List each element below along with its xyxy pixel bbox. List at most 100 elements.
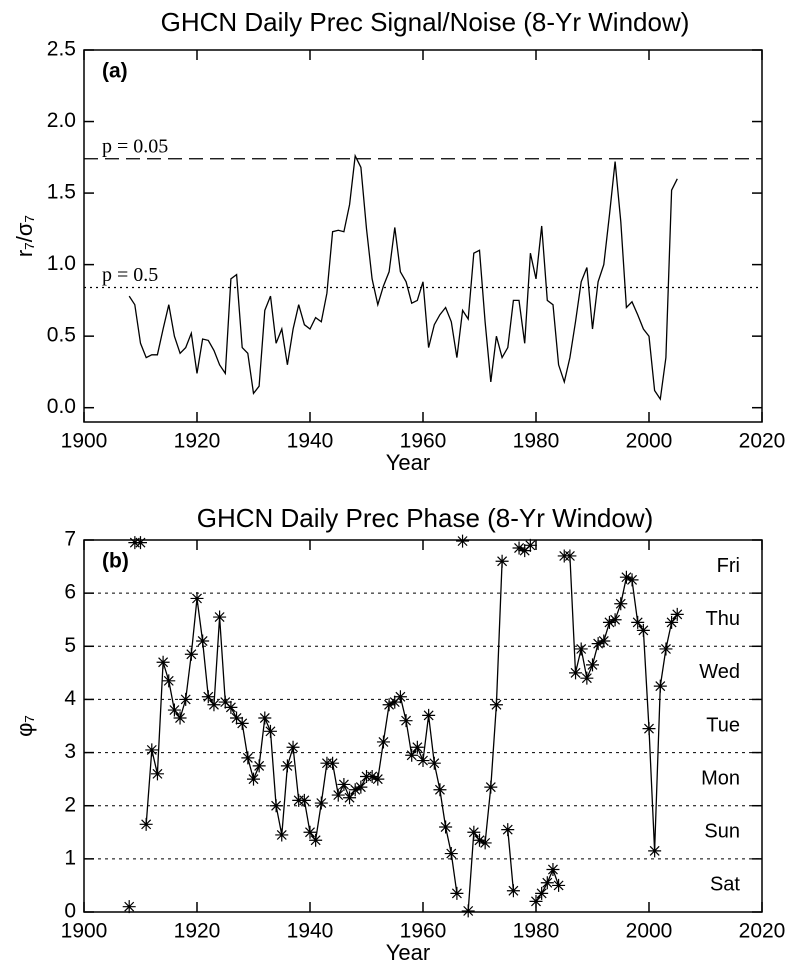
data-point (540, 876, 554, 890)
data-point (382, 698, 396, 712)
data-point (569, 666, 583, 680)
x-axis-label: Year (386, 450, 430, 475)
data-point (184, 647, 198, 661)
data-point (518, 544, 532, 558)
data-line (507, 829, 515, 891)
band-label: Wed (699, 661, 740, 683)
data-point (343, 791, 357, 805)
data-point (439, 820, 453, 834)
y-tick-label: 2.0 (47, 109, 76, 132)
data-point (134, 536, 147, 550)
y-tick-label: 1.5 (47, 181, 76, 204)
data-point (495, 554, 509, 568)
data-point (145, 743, 159, 757)
data-point (546, 862, 560, 876)
data-point (501, 823, 515, 837)
x-tick-label: 1960 (400, 920, 447, 943)
y-tick-label: 1.0 (47, 252, 76, 275)
data-point (224, 700, 238, 714)
data-point (670, 607, 684, 621)
x-tick-label: 1940 (287, 430, 334, 453)
data-point (179, 692, 193, 706)
chart-title: GHCN Daily Prec Signal/Noise (8-Yr Windo… (161, 7, 690, 37)
data-point (659, 642, 673, 656)
y-axis-label: φ₇ (12, 715, 37, 737)
data-point (523, 538, 537, 552)
data-point (636, 623, 650, 637)
data-point (473, 833, 486, 847)
data-point (314, 796, 328, 810)
data-point (484, 780, 498, 794)
data-point (602, 615, 616, 629)
data-point (348, 783, 362, 797)
data-point (365, 769, 379, 783)
data-point (405, 748, 419, 762)
y-tick-label: 1 (64, 846, 76, 869)
data-point (631, 615, 645, 629)
data-point (309, 833, 323, 847)
y-tick-label: 0.5 (47, 324, 76, 347)
data-point (167, 703, 181, 717)
y-tick-label: 3 (64, 740, 76, 763)
data-point (122, 900, 136, 914)
data-point (580, 671, 594, 685)
band-label: Fri (717, 555, 740, 577)
data-point (337, 777, 351, 791)
data-point (150, 767, 164, 781)
data-point (512, 541, 526, 555)
band-label: Sun (704, 821, 740, 843)
data-point (235, 716, 249, 730)
x-tick-label: 1900 (61, 920, 108, 943)
data-point (489, 698, 503, 712)
data-point (297, 793, 311, 807)
y-tick-label: 5 (64, 634, 76, 657)
data-point (427, 756, 441, 770)
data-point (535, 886, 549, 900)
data-point (376, 735, 390, 749)
band-label: Sat (710, 874, 740, 896)
y-tick-label: 0.0 (47, 395, 76, 418)
data-point (286, 740, 300, 754)
data-point (303, 825, 317, 839)
data-point (331, 788, 345, 802)
plot-frame (83, 49, 763, 423)
data-point (416, 754, 430, 768)
x-tick-label: 1980 (513, 920, 560, 943)
data-point (665, 615, 679, 629)
data-point (653, 679, 667, 693)
x-axis-label: Year (386, 940, 430, 965)
data-point (563, 549, 577, 563)
data-point (433, 783, 447, 797)
x-tick-label: 2000 (626, 430, 673, 453)
x-tick-label: 1920 (174, 920, 221, 943)
panel-label: (b) (102, 550, 129, 573)
data-point (648, 844, 662, 858)
data-point (597, 634, 611, 648)
x-tick-label: 2020 (739, 920, 786, 943)
data-point (230, 711, 244, 725)
data-point (156, 655, 170, 669)
x-tick-label: 2000 (626, 920, 673, 943)
data-point (608, 613, 622, 627)
data-point (218, 695, 232, 709)
x-tick-label: 1900 (61, 430, 108, 453)
data-point (190, 591, 204, 605)
data-point (354, 780, 368, 794)
data-point (552, 878, 566, 892)
reference-label: p = 0.05 (102, 135, 168, 157)
data-point (619, 570, 633, 584)
data-point (258, 711, 272, 725)
y-tick-label: 7 (64, 528, 76, 551)
data-point (399, 714, 413, 728)
band-label: Thu (706, 608, 740, 630)
data-point (574, 642, 588, 656)
x-tick-label: 1940 (287, 920, 334, 943)
data-point (444, 847, 458, 861)
data-point (388, 695, 402, 709)
data-point (393, 690, 407, 704)
data-point (642, 722, 656, 736)
data-point (461, 904, 475, 918)
x-tick-label: 1980 (513, 430, 560, 453)
data-point (467, 825, 481, 839)
y-tick-label: 4 (64, 687, 76, 710)
